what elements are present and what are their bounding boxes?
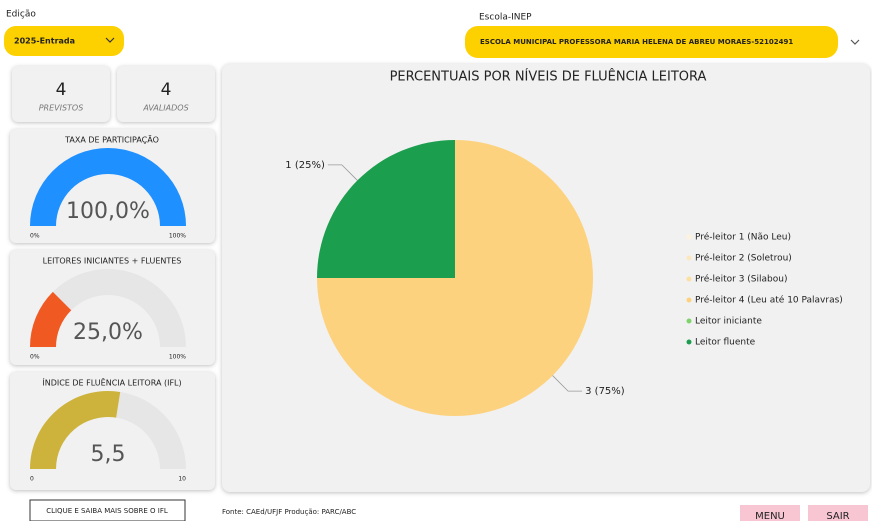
legend-swatch xyxy=(686,339,692,345)
leader-line xyxy=(552,375,583,392)
gauge-value-arc xyxy=(30,148,186,226)
button-label: SAIR xyxy=(826,511,849,521)
gauge-tick-label: 0% xyxy=(30,354,40,361)
info-button[interactable] xyxy=(29,499,186,521)
legend-label: Leitor iniciante xyxy=(695,317,762,327)
gauge-value: 100,0% xyxy=(66,199,150,224)
dropdown[interactable] xyxy=(465,26,838,58)
gauge-value: 5,5 xyxy=(91,442,126,467)
gauge-track xyxy=(30,269,186,347)
dropdown-value: ESCOLA MUNICIPAL PROFESSORA MARIA HELENA… xyxy=(480,38,793,46)
pie-slice xyxy=(317,140,455,278)
card-value: 4 xyxy=(56,80,67,100)
chevron xyxy=(850,39,860,45)
legend-swatch xyxy=(686,234,692,240)
legend-label: Pré-leitor 4 (Leu até 10 Palavras) xyxy=(695,295,843,306)
legend-swatch xyxy=(686,276,692,282)
gauge-value-arc xyxy=(30,291,72,347)
gauge-title: LEITORES INICIANTES + FLUENTES xyxy=(43,257,182,266)
dropdown-value: 2025-Entrada xyxy=(14,37,75,46)
leader-line xyxy=(327,164,358,181)
source-note: Fonte: CAEd/UFJF Produção: PARC/ABC xyxy=(222,508,356,516)
filter-label: Edição xyxy=(6,10,36,20)
gauge-value-arc xyxy=(30,391,121,469)
card xyxy=(12,66,110,122)
menu-button[interactable] xyxy=(740,505,800,521)
gauge-title: TAXA DE PARTICIPAÇÃO xyxy=(64,135,159,145)
data-label: 3 (75%) xyxy=(585,386,625,397)
gauge-tick-label: 0 xyxy=(30,476,34,483)
exit-button[interactable] xyxy=(808,505,868,521)
gauge-tick-label: 0% xyxy=(30,233,40,240)
chart-title: PERCENTUAIS POR NÍVEIS DE FLUÊNCIA LEITO… xyxy=(390,69,707,85)
legend-swatch xyxy=(686,255,692,261)
legend-swatch xyxy=(686,297,692,303)
gauge-title: ÍNDICE DE FLUÊNCIA LEITORA (IFL) xyxy=(42,377,181,388)
gauge-tick-label: 10 xyxy=(178,476,186,483)
card-label: AVALIADOS xyxy=(142,104,188,113)
filter-label: Escola-INEP xyxy=(479,13,532,23)
card-value: 4 xyxy=(161,80,172,100)
button-label: CLIQUE E SAIBA MAIS SOBRE O IFL xyxy=(46,507,168,515)
card-label: PREVISTOS xyxy=(39,104,84,113)
chevron xyxy=(105,37,115,43)
legend-label: Leitor fluente xyxy=(695,338,756,348)
button-label: MENU xyxy=(755,511,785,521)
legend-label: Pré-leitor 2 (Soletrou) xyxy=(695,253,792,264)
data-label: 1 (25%) xyxy=(285,160,325,171)
dropdown[interactable] xyxy=(4,26,124,56)
legend-label: Pré-leitor 3 (Silabou) xyxy=(695,274,787,285)
gauge-value: 25,0% xyxy=(73,320,143,345)
gauge-tick-label: 100% xyxy=(169,354,186,361)
gauge-tick-label: 100% xyxy=(169,233,186,240)
card xyxy=(117,66,215,122)
legend-label: Pré-leitor 1 (Não Leu) xyxy=(695,232,791,243)
legend-swatch xyxy=(686,318,692,324)
